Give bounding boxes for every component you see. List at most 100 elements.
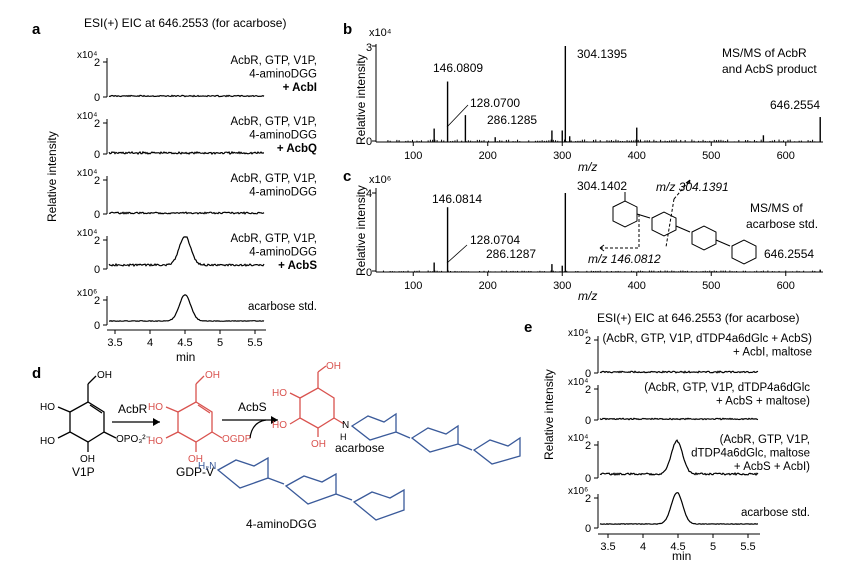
panel-e-scale-4: x10⁶: [568, 486, 588, 497]
panel-a-xtick-4: 5: [217, 337, 223, 349]
panel-e-scale-3: x10⁴: [568, 433, 588, 444]
panel-c-peak-286: 286.1287: [486, 247, 536, 261]
panel-a-ymax-5: 2: [94, 295, 100, 307]
panel-e-trace-2-label-1: (AcbR, GTP, V1P, dTDP4a6dGlc: [644, 382, 810, 394]
panel-c-title-1: MS/MS of: [750, 201, 803, 215]
panel-b-peak-146: 146.0809: [433, 61, 483, 75]
enzyme-acbs: AcbS: [238, 400, 267, 414]
svg-text:OH: OH: [80, 454, 95, 465]
panel-a-trace-line-3: [108, 211, 265, 215]
panel-e-ymin-2: 0: [585, 415, 591, 427]
panel-b-peak-286: 286.1285: [487, 113, 537, 127]
panel-b-ylabel: Relative intensity: [354, 54, 368, 145]
panel-a-trace-2-label-2: 4-aminoDGG: [249, 130, 317, 142]
panel-a-scale-4: x10⁴: [77, 228, 97, 239]
svg-text:HO: HO: [40, 402, 55, 413]
svg-text:OPO₃²⁻: OPO₃²⁻: [116, 434, 151, 445]
panel-a-trace-1-label-2: 4-aminoDGG: [249, 69, 317, 81]
panel-b-title-1: MS/MS of AcbR: [722, 46, 807, 60]
panel-c-fragment-304: m/z 304.1391: [656, 180, 729, 194]
panel-label-b: b: [343, 21, 352, 38]
panel-c-peak-146: 146.0814: [432, 192, 482, 206]
panel-b-peak-304: 304.1395: [577, 47, 627, 61]
gdpv-label: GDP-V: [176, 465, 214, 479]
panel-c-ymax: 4: [366, 188, 372, 200]
panel-c-peak-304: 304.1402: [577, 179, 627, 193]
panel-b-xtick-1: 100: [404, 150, 422, 162]
panel-e-ymax-2: 2: [585, 384, 591, 396]
panel-a-trace-4-label-1: AcbR, GTP, V1P,: [230, 233, 317, 245]
panel-b-xtick-2: 200: [479, 150, 497, 162]
panel-a-trace-4-label-2: 4-aminoDGG: [249, 247, 317, 259]
aminodgg-label: 4-aminoDGG: [246, 517, 317, 531]
panel-b-xlabel: m/z: [578, 160, 597, 174]
svg-text:H₂N: H₂N: [198, 461, 216, 472]
svg-text:N: N: [342, 420, 349, 431]
panel-e-ymax-3: 2: [585, 440, 591, 452]
svg-text:OGDP: OGDP: [222, 434, 252, 445]
panel-e-scale-1: x10⁴: [568, 328, 588, 339]
panel-e-xtick-2: 4: [640, 541, 646, 553]
panel-e-trace-2-label-2: + AcbS + maltose): [716, 396, 810, 408]
panel-a-trace-2-label-3: + AcbQ: [277, 143, 317, 155]
panel-c-xtick-2: 200: [479, 280, 497, 292]
panel-a-title: ESI(+) EIC at 646.2553 (for acarbose): [84, 16, 286, 30]
panel-b-xtick-5: 500: [702, 150, 720, 162]
panel-b-xtick-4: 400: [628, 150, 646, 162]
panel-e-trace-line-3: [599, 439, 759, 476]
panel-a-trace-2-label-1: AcbR, GTP, V1P,: [230, 116, 317, 128]
panel-e-trace-line-1: [599, 370, 759, 374]
panel-a-scale-2: x10⁴: [77, 111, 97, 122]
svg-text:HO: HO: [272, 388, 287, 399]
panel-a-ymax-1: 2: [94, 57, 100, 69]
panel-a-trace-4-label-3: + AcbS: [278, 260, 317, 272]
panel-e-trace-3-label-2: dTDP4a6dGlc, maltose: [691, 448, 810, 460]
gdpv-structure: [165, 375, 223, 452]
panel-a-ymin-4: 0: [94, 264, 100, 276]
panel-a-xtick-3: 4.5: [177, 337, 192, 349]
panel-e-title: ESI(+) EIC at 646.2553 (for acarbose): [597, 311, 799, 325]
panel-a-trace-line-1: [108, 94, 265, 98]
panel-c-scale: x10⁶: [369, 174, 391, 186]
panel-a-xtick-2: 4: [147, 337, 153, 349]
acarbose-cyclitol: [289, 365, 345, 437]
panel-e-xtick-1: 3.5: [600, 541, 615, 553]
panel-e-xtick-5: 5.5: [740, 541, 755, 553]
panel-b-ymax: 3: [366, 42, 372, 54]
panel-e-trace-line-2: [599, 417, 759, 421]
acarbose-label: acarbose: [335, 441, 385, 455]
panel-e-xtick-4: 5: [710, 541, 716, 553]
panel-a-xtick-5: 5.5: [247, 337, 262, 349]
panel-c-xtick-3: 300: [553, 280, 571, 292]
panel-e-trace-1-label-2: + AcbI, maltose: [733, 347, 812, 359]
svg-text:H: H: [340, 432, 347, 442]
panel-a-scale-3: x10⁴: [77, 168, 97, 179]
panel-a-ymin-5: 0: [94, 320, 100, 332]
panel-a-trace-3-label-1: AcbR, GTP, V1P,: [230, 173, 317, 185]
panel-a-trace-3-label-2: 4-aminoDGG: [249, 187, 317, 199]
panel-c-peak-646: 646.2554: [764, 247, 814, 261]
panel-e-ymin-1: 0: [585, 368, 591, 380]
panel-c-xtick-6: 600: [777, 280, 795, 292]
panel-e-trace-3-label-1: (AcbR, GTP, V1P,: [720, 434, 810, 446]
panel-a-ylabel: Relative intensity: [45, 131, 59, 222]
panel-e-xlabel: min: [672, 549, 691, 563]
panel-b: x10⁴ 3 0 Relative intensity 100 200 300 400…: [354, 27, 823, 174]
svg-text:HO: HO: [148, 402, 163, 413]
panel-e-ymax-1: 2: [585, 335, 591, 347]
panel-a-trace-1-label-3: + AcbI: [283, 82, 317, 94]
panel-b-title-2: and AcbS product: [722, 62, 817, 76]
panel-a-xtick-1: 3.5: [107, 337, 122, 349]
panel-d: OH HO HO OH OPO₃²⁻ V1P AcbR OH HO HO OH …: [40, 361, 521, 531]
aminodgg-structure: [216, 456, 405, 521]
panel-e-ymax-4: 2: [585, 493, 591, 505]
panel-c-fragment-146: m/z 146.0812: [588, 252, 661, 266]
panel-a: ESI(+) EIC at 646.2553 (for acarbose) Re…: [45, 16, 317, 364]
v1p-structure: [57, 375, 117, 452]
